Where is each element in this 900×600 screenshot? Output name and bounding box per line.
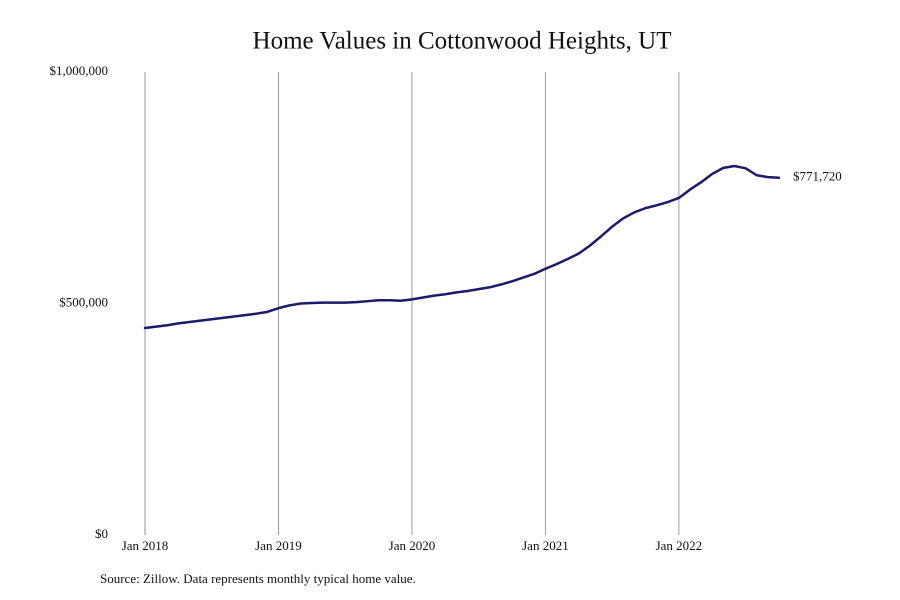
x-tick-label: Jan 2018 [122,538,169,553]
y-tick-label: $0 [95,526,108,541]
chart-title: Home Values in Cottonwood Heights, UT [253,28,672,55]
y-tick-label: $1,000,000 [50,63,109,78]
x-tick-label: Jan 2022 [656,538,703,553]
data-line [143,164,781,330]
x-tick-label: Jan 2020 [389,538,436,553]
value-label: $771,720 [793,169,842,184]
y-tick-label: $500,000 [59,294,108,309]
source-note: Source: Zillow. Data represents monthly … [100,571,416,586]
x-tick-label: Jan 2021 [522,538,569,553]
x-tick-label: Jan 2019 [255,538,302,553]
